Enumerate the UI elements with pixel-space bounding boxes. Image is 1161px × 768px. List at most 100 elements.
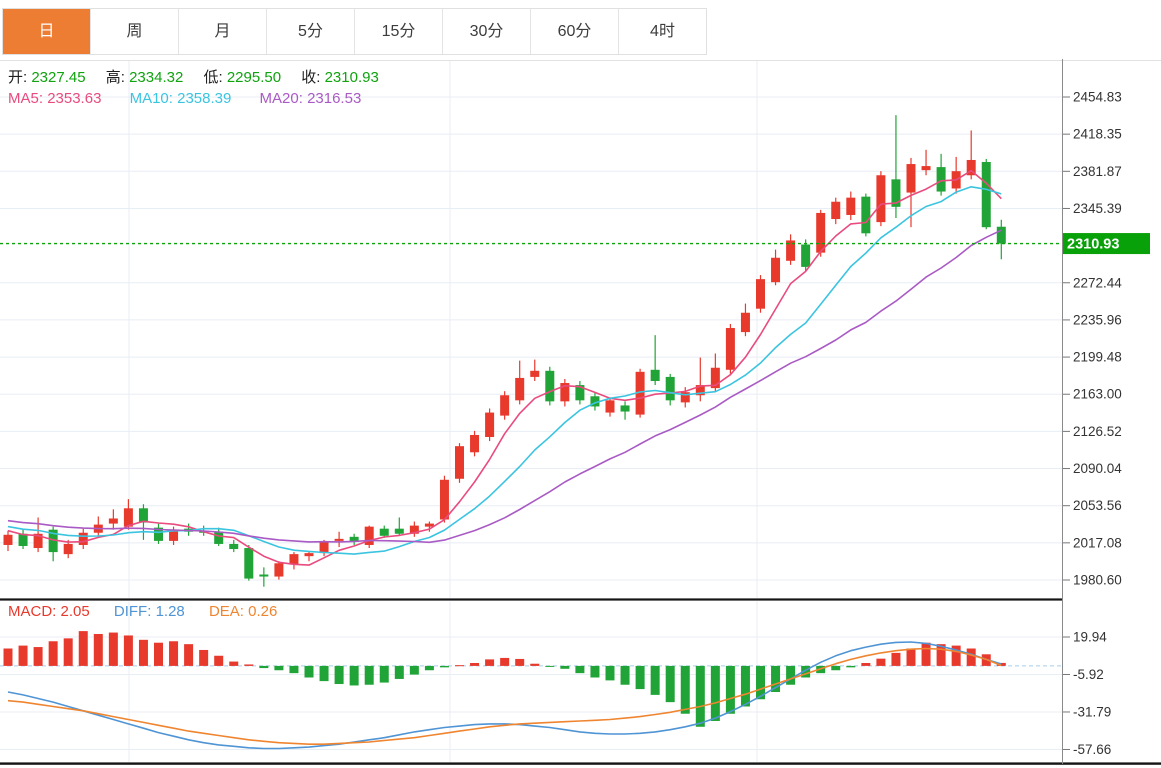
macd-bar [921, 642, 931, 666]
macd-bar [169, 641, 179, 666]
candle-body [319, 541, 329, 554]
macd-bar [605, 665, 615, 681]
price-axis-label: 2381.87 [1073, 164, 1122, 179]
candle-body [424, 523, 434, 527]
candle-body [289, 554, 299, 565]
candle-body [981, 162, 991, 228]
close-label: 收: [301, 69, 321, 86]
price-axis-label: 2418.35 [1073, 127, 1122, 142]
macd-bar [786, 665, 796, 685]
macd-bar [3, 648, 13, 666]
candle-body [590, 396, 600, 407]
macd-bar [545, 665, 555, 667]
ma20-value: 2316.53 [307, 90, 362, 107]
price-axis-label: 2017.08 [1073, 535, 1122, 550]
dea-label: DEA: [208, 603, 244, 620]
candle-body [665, 376, 675, 401]
candle-body [725, 328, 735, 370]
ma10-label: MA10: [129, 90, 173, 107]
ma5-line [7, 169, 1002, 566]
tab-月[interactable]: 月 [179, 9, 267, 54]
tab-周[interactable]: 周 [91, 9, 179, 54]
tab-5分[interactable]: 5分 [267, 9, 355, 54]
candle-body [545, 370, 555, 402]
macd-bar [424, 665, 434, 671]
candle-body [710, 367, 720, 389]
tab-15分[interactable]: 15分 [355, 9, 443, 54]
macd-bar [680, 665, 690, 714]
candle-body [485, 412, 495, 438]
candle-body [771, 257, 781, 283]
macd-bar [590, 665, 600, 678]
macd-bar [665, 665, 675, 703]
macd-bar [78, 631, 88, 666]
macd-bar [996, 662, 1006, 666]
candle-body [515, 377, 525, 401]
macd-bar [409, 665, 419, 675]
macd-bar [725, 665, 735, 714]
macd-bar [229, 661, 239, 666]
macd-bar [575, 665, 585, 674]
macd-bar [214, 655, 224, 666]
candle-body [214, 531, 224, 544]
macd-bar [18, 645, 28, 666]
macd-bar [650, 665, 660, 695]
candle-body [108, 518, 118, 524]
current-price-badge-text: 2310.93 [1067, 237, 1119, 253]
candle-body [349, 536, 359, 542]
dea-line [7, 647, 1002, 746]
macd-bar [33, 647, 43, 666]
macd-bar [154, 642, 163, 666]
candle-body [334, 538, 344, 541]
candle-body [560, 383, 570, 402]
macd-bar [93, 634, 103, 666]
macd-bar [455, 665, 464, 667]
macd-value: 2.05 [60, 603, 90, 620]
macd-bar [951, 645, 961, 666]
macd-bar [861, 663, 871, 666]
candle-body [846, 197, 856, 215]
ma20-label: MA20: [259, 90, 303, 107]
macd-series [0, 631, 1062, 750]
tab-4时[interactable]: 4时 [619, 9, 706, 54]
tab-日[interactable]: 日 [3, 9, 91, 54]
macd-bar [138, 639, 148, 666]
macd-bar [831, 665, 841, 671]
macd-bar [470, 663, 480, 666]
ma10-line [7, 186, 1002, 555]
price-axis-label: 2090.04 [1073, 461, 1122, 476]
macd-bar [771, 665, 781, 692]
macd-bar [199, 649, 209, 666]
candle-body [921, 166, 931, 171]
candle-body [936, 167, 946, 192]
candlestick-series [3, 115, 1006, 587]
macd-bar [349, 665, 359, 686]
macd-bar [334, 665, 344, 685]
candle-body [244, 548, 254, 579]
candle-body [455, 446, 464, 479]
candle-body [906, 164, 916, 193]
candle-body [891, 179, 901, 207]
price-axis-label: 1980.60 [1073, 573, 1122, 588]
candle-body [876, 175, 886, 223]
macd-indicator-row: MACD: 2.05 DIFF: 1.28 DEA: 0.26 [8, 603, 277, 620]
macd-bar [635, 665, 645, 690]
macd-bar [123, 635, 133, 666]
tab-30分[interactable]: 30分 [443, 9, 531, 54]
candle-body [816, 212, 826, 253]
ma5-label: MA5: [8, 90, 44, 107]
macd-bar [756, 665, 765, 700]
candle-body [740, 312, 750, 333]
low-label: 低: [203, 69, 223, 86]
candle-body [575, 385, 585, 401]
high-value: 2334.32 [129, 69, 184, 86]
ma20-line [7, 229, 1002, 544]
candle-body [695, 385, 705, 396]
macd-bar [695, 665, 705, 727]
diff-line [7, 641, 1002, 750]
ma-overlay-row: MA5: 2353.63 MA10: 2358.39 MA20: 2316.53 [8, 90, 361, 107]
tab-60分[interactable]: 60分 [531, 9, 619, 54]
price-axis-label: 2272.44 [1073, 275, 1122, 290]
